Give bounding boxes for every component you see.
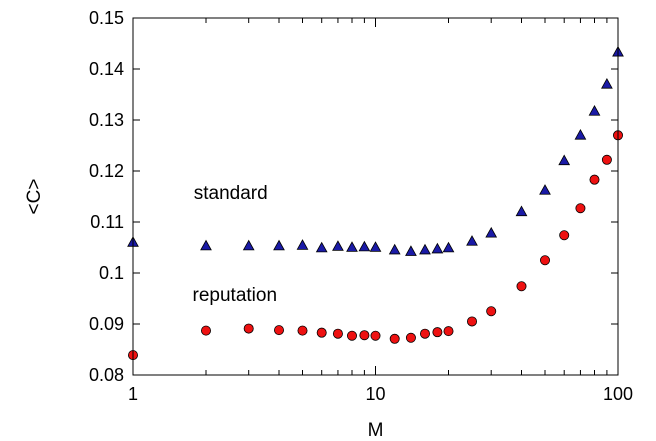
standard-point: [332, 240, 344, 251]
reputation-point: [405, 332, 416, 343]
standard-point: [358, 240, 371, 252]
reputation-point: [370, 330, 381, 341]
annotation-reputation: reputation: [193, 285, 278, 306]
y-tick-label: 0.09: [89, 314, 124, 334]
x-axis-label: M: [368, 420, 384, 441]
standard-point: [388, 243, 401, 255]
standard-point: [485, 226, 498, 238]
reputation-point: [601, 154, 612, 165]
reputation-point: [297, 325, 308, 336]
reputation-point: [575, 203, 586, 214]
reputation-point: [346, 330, 357, 341]
reputation-point: [316, 327, 327, 338]
standard-point: [558, 154, 571, 166]
reputation-point: [432, 327, 443, 338]
standard-point: [466, 235, 478, 246]
standard-point: [431, 242, 444, 254]
x-tick-label: 10: [365, 384, 385, 404]
reputation-point: [243, 323, 254, 334]
y-tick-label: 0.11: [90, 212, 124, 232]
y-axis-label: <C>: [24, 179, 45, 215]
reputation-point: [389, 333, 400, 344]
standard-point: [515, 205, 528, 217]
standard-point: [588, 105, 601, 116]
reputation-point: [273, 325, 284, 336]
labels-layer: 0.08 0.09 0.1 0.11 0.12 0.13 0.14 0.15 1 10 100 sta…: [89, 8, 633, 404]
standard-point: [419, 243, 431, 255]
standard-point: [539, 184, 551, 195]
standard-point: [200, 239, 212, 251]
standard-point: [315, 241, 328, 253]
y-tick-label: 0.08: [89, 365, 124, 385]
reputation-point: [486, 306, 497, 317]
standard-point: [273, 239, 285, 251]
standard-point: [242, 239, 255, 251]
standard-point: [601, 78, 613, 89]
x-tick-label: 1: [128, 384, 138, 404]
reputation-point: [419, 328, 430, 339]
reputation-point: [467, 316, 478, 327]
standard-point: [405, 245, 417, 256]
reputation-point: [332, 328, 343, 339]
x-tick-label: 100: [603, 384, 633, 404]
reputation-point: [200, 325, 211, 336]
annotation-standard: standard: [194, 183, 268, 204]
standard-point: [296, 239, 309, 250]
standard-point: [574, 129, 587, 140]
y-tick-label: 0.13: [89, 110, 124, 130]
reputation-point: [359, 330, 370, 341]
y-tick-label: 0.15: [89, 8, 124, 28]
y-tick-label: 0.1: [99, 263, 124, 283]
reputation-point: [443, 326, 454, 337]
reputation-point: [516, 281, 527, 292]
reputation-point: [559, 230, 570, 241]
y-tick-label: 0.12: [89, 161, 124, 181]
standard-point: [346, 241, 358, 252]
y-tick-label: 0.14: [89, 59, 124, 79]
reputation-point: [589, 174, 600, 185]
plot-frame: [132, 17, 619, 376]
standard-point: [442, 241, 455, 253]
reputation-point: [540, 255, 551, 266]
standard-point: [369, 241, 382, 252]
